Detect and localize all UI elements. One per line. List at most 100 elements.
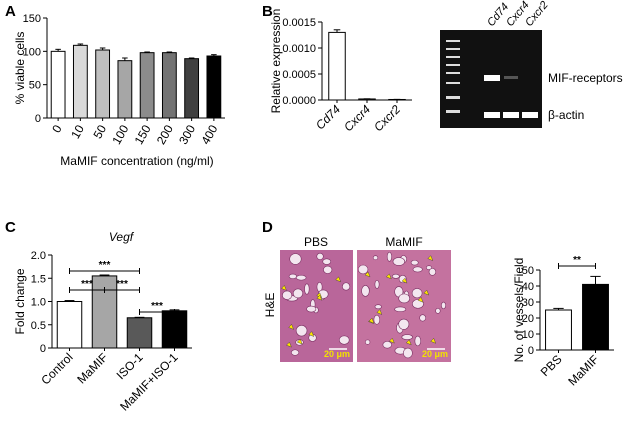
significance-label: *** [99,260,111,271]
bar [117,60,133,119]
vessel [411,288,423,299]
significance-label: *** [116,279,128,290]
vessel [435,307,441,314]
x-tick-label: Control [38,350,75,387]
bar [161,52,177,119]
x-tick-label: 400 [198,122,220,147]
vessel [412,299,424,309]
vessel [282,290,293,300]
y-tick-label: 1.0 [31,297,46,309]
x-tick-label: ISO-1 [114,350,146,382]
vessel [365,339,371,345]
arrow [388,337,395,344]
chart-title: Vegf [109,230,135,244]
vessel [382,341,392,349]
vessel [374,304,382,310]
y-tick-label: 0.0015 [282,17,316,29]
arrow [417,296,424,303]
panel-label: A [5,3,16,20]
x-tick-label: 300 [176,122,198,147]
vessel [414,335,422,347]
y-tick-label: 0.0005 [282,69,316,81]
vessel [392,257,406,266]
vessel [441,301,446,310]
x-tick-label: 150 [132,122,154,147]
y-axis-label: % viable cells [13,32,27,105]
y-tick-label: 0 [528,345,534,357]
arrow [405,339,412,346]
arrow [281,285,287,291]
bar [72,44,88,119]
vessel [306,305,317,313]
x-tick-label: 10 [68,122,87,141]
y-axis-label: Relative expression [269,9,283,114]
bar [184,58,200,119]
arrow [296,338,303,345]
vessel [304,283,310,295]
bar [206,55,222,119]
x-tick-label: 200 [154,122,176,147]
x-tick-label: PBS [538,352,565,379]
arrow [288,324,294,330]
vessel [394,306,407,313]
y-tick-label: 0.0010 [282,43,316,55]
vessel [398,293,411,304]
bar [358,98,376,101]
condition-label: MaMIF [385,235,422,249]
gel-band-label: β-actin [548,108,584,122]
vessel [342,282,351,291]
y-tick-label: 2.0 [31,250,46,262]
arrow [308,331,315,337]
x-tick-label: MaMIF [74,350,110,386]
arrow [286,341,292,348]
vessel [338,335,350,345]
bar [56,301,83,349]
y-tick-label: 20 [522,313,534,325]
arrow [376,309,383,315]
vessel [403,347,413,359]
bar [126,317,153,349]
y-tick-label: 100 [23,46,41,58]
vessel [401,334,413,340]
arrow [423,289,430,296]
y-tick-label: 0.5 [31,320,46,332]
scale-bar-label: 20 μm [324,349,350,359]
arrow [385,273,392,280]
vessel [412,266,423,273]
bar [139,52,155,119]
vessel [391,273,400,279]
vessel [316,252,324,260]
y-axis-label: Fold change [13,268,27,334]
y-tick-label: 0 [35,113,41,125]
y-tick-label: 150 [23,13,41,25]
vessel [373,314,381,325]
bar [582,283,609,351]
x-tick-label: 0 [49,122,65,135]
row-label: H&E [263,293,277,318]
gel-image [440,30,542,128]
arrow [427,255,434,261]
arrow [316,294,323,301]
bar [95,49,111,119]
x-tick-label: Cxcr4 [341,102,373,134]
vessel [410,259,419,266]
panel-label: B [262,3,273,20]
arrow [368,317,375,324]
vessel [361,285,370,297]
y-tick-label: 50 [29,80,41,92]
arrow [430,337,437,344]
panel-label: C [5,219,16,236]
vessel [372,255,379,261]
y-tick-label: 40 [522,281,534,293]
y-tick-label: 0.0000 [282,95,316,107]
y-tick-label: 50 [522,265,534,277]
gel-band-label: MIF-receptors [548,71,623,85]
arrow [401,277,408,284]
vessel [289,253,302,265]
histology-images [280,250,451,362]
bar [91,275,118,349]
significance-label: ** [573,255,581,266]
bar [50,50,66,119]
arrow [364,271,371,278]
